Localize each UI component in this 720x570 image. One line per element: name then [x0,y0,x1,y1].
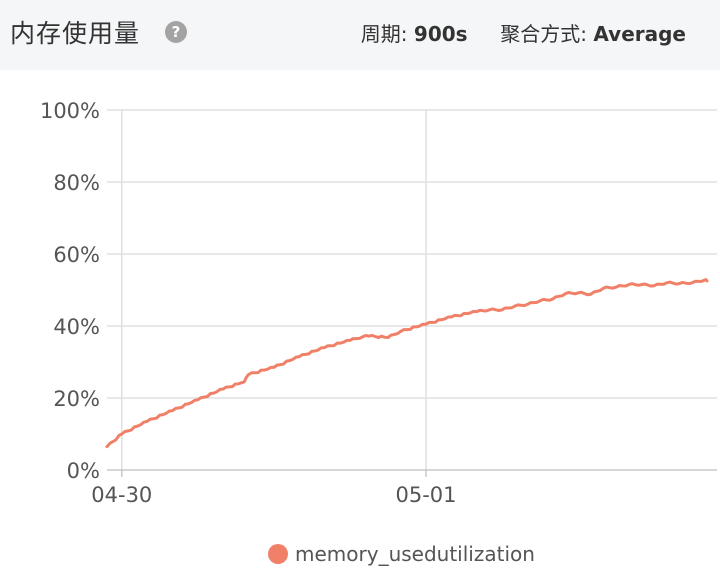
x-tick-label: 04-30 [91,483,152,507]
y-tick-label: 60% [53,243,100,267]
aggregation-value: Average [593,22,686,46]
period-value: 900s [413,22,468,46]
y-tick-label: 0% [67,459,100,483]
chart-meta: 周期: 900s 聚合方式: Average [361,18,686,47]
x-tick-label: 05-01 [395,483,456,507]
chart-legend[interactable]: memory_usedutilization [268,540,535,568]
legend-swatch [268,544,288,564]
legend-label: memory_usedutilization [295,542,535,566]
y-tick-label: 20% [53,387,100,411]
series-line-memory-usedutilization [105,278,709,449]
aggregation-label: 聚合方式: [500,22,588,46]
chart-title: 内存使用量 [10,19,141,48]
period-label: 周期: [360,22,408,46]
question-circle-icon[interactable]: ? [165,21,187,43]
y-tick-label: 80% [53,171,100,195]
chart-header: 内存使用量 ? 周期: 900s 聚合方式: Average [0,0,720,70]
y-tick-label: 100% [40,99,100,123]
y-tick-label: 40% [53,315,100,339]
line-chart: 0% 20% 40% 60% 80% 100% 04-30 05-01 [40,99,717,507]
